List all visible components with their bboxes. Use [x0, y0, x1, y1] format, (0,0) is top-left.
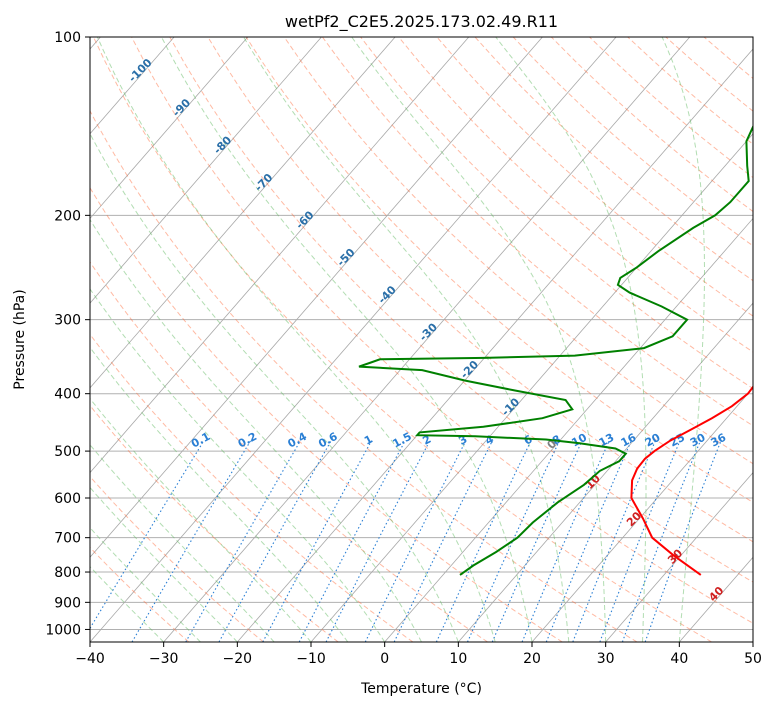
plot-area: [90, 37, 753, 642]
mixing-ratio-line: [644, 440, 722, 642]
mixing-ratio-line: [218, 440, 332, 642]
y-tick-label: 300: [54, 313, 81, 329]
isotherm-line: [310, 133, 753, 642]
x-tick-label: 10: [449, 651, 467, 667]
dry-adiabat-line: [90, 404, 339, 642]
y-tick-label: 500: [54, 444, 81, 460]
dry-adiabat-line: [169, 37, 753, 583]
mixing-ratio-line: [90, 440, 205, 630]
y-tick-label: 900: [54, 595, 81, 611]
mixing-ratio-label: 25: [667, 431, 687, 450]
isotherm-line: [605, 471, 753, 642]
y-tick-label: 700: [54, 531, 81, 547]
isotherm-line: [90, 37, 470, 474]
y-tick-label: 100: [54, 30, 81, 46]
isotherm-line: [384, 217, 753, 642]
moist-adiabat-line: [90, 288, 386, 642]
temperature-trace: [630, 385, 753, 576]
mixing-ratio-label: 20: [643, 431, 663, 450]
mixing-ratio-label: 36: [709, 431, 729, 450]
mixing-ratio-line: [491, 440, 583, 642]
moist-adiabat-line: [96, 37, 496, 642]
x-axis-label: Temperature (°C): [360, 681, 482, 697]
mixing-ratio-line: [521, 440, 610, 642]
dry-adiabat-line: [93, 37, 712, 642]
moist-adiabat-line: [661, 37, 705, 642]
y-tick-label: 400: [54, 387, 81, 403]
mixing-ratio-line: [262, 440, 373, 642]
y-axis-label: Pressure (hPa): [12, 289, 28, 389]
dry-adiabat-line: [131, 37, 753, 624]
mixing-ratio-line: [393, 440, 493, 642]
plot-layer: 0.1 0.2 0.4 0.6 1 1.5 2 3 4 6 8 10 13 16 20 25 30 36-100-…: [90, 37, 753, 642]
isotherm-line: [90, 37, 322, 304]
x-tick-label: −20: [223, 651, 253, 667]
isotherm-line: [531, 387, 753, 642]
x-tick-label: −40: [75, 651, 105, 667]
moist-adiabat-line: [90, 565, 165, 642]
mixing-ratio-line: [364, 440, 467, 642]
x-tick-label: −10: [296, 651, 326, 667]
y-tick-label: 200: [54, 208, 81, 224]
moist-adiabat-line: [90, 486, 238, 642]
isotherm-line: [90, 37, 249, 220]
mixing-ratio-line: [545, 440, 632, 642]
moist-adiabat-line: [90, 444, 275, 642]
y-tick-label: 800: [54, 565, 81, 581]
dry-adiabat-line: [90, 186, 563, 642]
y-axis: 100 200 300 400 500 600 700 800 900 1000: [45, 30, 90, 638]
dry-adiabat-line: [90, 261, 488, 642]
isotherm-line: [163, 37, 691, 642]
x-axis: −40 −30 −20 −10 0 10 20 30 40 50: [75, 642, 762, 667]
mixing-ratio-line: [131, 440, 252, 642]
isotherm-line: [90, 37, 543, 558]
dry-adiabat-line: [90, 333, 414, 642]
dry-adiabat-line: [360, 37, 753, 390]
moist-adiabat-line: [351, 37, 607, 642]
x-tick-label: 0: [380, 651, 389, 667]
isotherm-line: [458, 302, 753, 642]
x-tick-label: 30: [597, 651, 615, 667]
dry-adiabat-line: [245, 37, 753, 503]
moist-adiabat-line: [90, 218, 422, 642]
moist-adiabat-line: [243, 37, 570, 642]
moist-adiabat-line: [90, 527, 201, 642]
x-tick-label: 40: [670, 651, 688, 667]
isotherm-line: [237, 48, 753, 642]
x-tick-label: 20: [523, 651, 541, 667]
moist-adiabat-line: [495, 37, 647, 642]
moist-adiabat-line: [90, 397, 312, 642]
x-tick-label: −30: [149, 651, 179, 667]
chart-title: wetPf2_C2E5.2025.173.02.49.R11: [285, 12, 558, 32]
x-tick-label: 50: [744, 651, 762, 667]
dry-adiabat-line: [436, 37, 753, 317]
mixing-ratio-label: 13: [597, 431, 617, 450]
dewpoint-trace: [358, 124, 753, 576]
isotherm-line: [90, 37, 396, 389]
dry-adiabat-line: [321, 37, 753, 427]
mixing-ratio-label: 30: [688, 431, 708, 450]
moist-adiabat-line: [161, 37, 533, 642]
plot-frame: [89, 36, 754, 643]
dry-adiabat-line: [90, 475, 264, 642]
y-tick-label: 600: [54, 491, 81, 507]
mixing-ratio-line: [466, 440, 560, 642]
mixing-ratio-label: 16: [619, 431, 639, 450]
y-tick-label: 1000: [45, 622, 81, 638]
mixing-ratio-line: [185, 440, 301, 642]
